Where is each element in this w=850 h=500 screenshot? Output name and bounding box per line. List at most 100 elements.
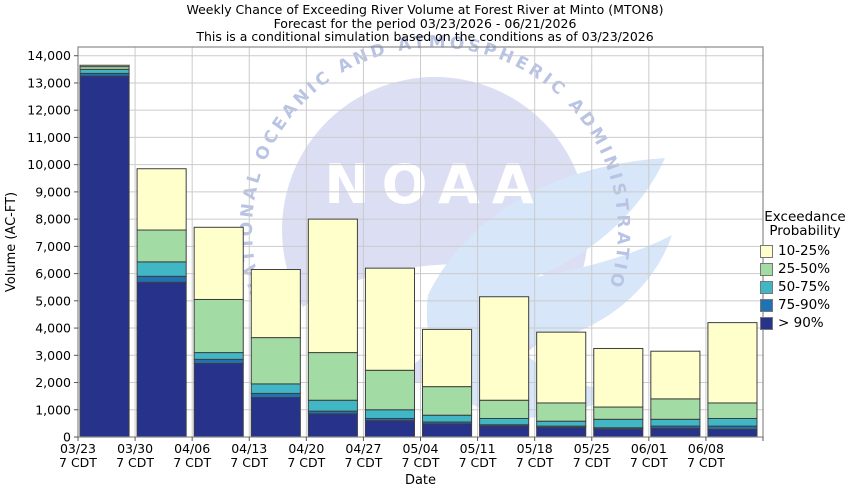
bar-05/11 (479, 296, 530, 438)
y-tick-label: 14,000 (27, 48, 71, 63)
x-tick-label-time: 7 CDT (516, 455, 554, 470)
y-tick-label: 8,000 (35, 212, 71, 227)
x-tick-label-time: 7 CDT (573, 455, 611, 470)
legend-item: 10-25% (760, 242, 850, 260)
bar-segment (707, 322, 758, 404)
bar-segment (193, 298, 244, 354)
bar-segment (250, 337, 301, 385)
legend-swatch (760, 280, 773, 294)
bar-04/06 (193, 226, 244, 438)
legend-item: > 90% (760, 314, 850, 332)
chart-titles: Weekly Chance of Exceeding River Volume … (0, 3, 850, 44)
bar-05/18 (536, 331, 587, 438)
bar-segment (79, 64, 130, 68)
bar-segment (364, 267, 415, 371)
y-tick-label: 4,000 (35, 321, 71, 336)
bar-06/01 (650, 350, 701, 438)
y-tick-label: 2,000 (35, 375, 71, 390)
legend-label: 75-90% (778, 297, 831, 313)
bar-segment (707, 428, 758, 438)
bar-segment (250, 392, 301, 399)
legend-swatch (760, 262, 773, 276)
bar-segment (250, 269, 301, 339)
bar-segment (422, 423, 473, 438)
bar-segment (650, 418, 701, 427)
x-tick-label-date: 03/30 (117, 441, 153, 456)
x-tick-label-date: 04/20 (288, 441, 324, 456)
bar-04/20 (307, 218, 358, 438)
bar-segment (650, 350, 701, 400)
bar-segment (479, 425, 530, 438)
legend: Exceedance Probability 10-25% 25-50% 50-75… (760, 210, 850, 332)
x-tick-label-date: 05/25 (574, 441, 610, 456)
gridlines (78, 47, 763, 437)
y-tick-label: 12,000 (27, 103, 71, 118)
bar-segment (479, 296, 530, 401)
x-tick-label-date: 04/13 (231, 441, 267, 456)
chart-note: This is a conditional simulation based o… (196, 29, 654, 44)
axes: 0 1,000 2,000 3,000 4,000 5,000 6,000 7,000 8,00… (27, 48, 764, 470)
noaa-logo-text: NOAA (324, 153, 545, 216)
x-tick-label-date: 03/23 (60, 441, 96, 456)
chart-subtitle: Forecast for the period 03/23/2026 - 06/… (273, 15, 577, 31)
bar-04/13 (250, 269, 301, 438)
y-tick-label: 5,000 (35, 293, 71, 308)
bar-segment (707, 417, 758, 427)
legend-label: 10-25% (778, 243, 831, 259)
bar-segment (136, 261, 187, 277)
y-tick-label: 10,000 (27, 157, 71, 172)
x-tick-label-time: 7 CDT (687, 455, 725, 470)
x-axis-title: Date (405, 473, 436, 488)
bar-segment (307, 352, 358, 401)
bar-segment (593, 418, 644, 429)
bar-05/04 (422, 328, 473, 438)
x-tick-label-date: 05/11 (460, 441, 496, 456)
bar-segment (136, 229, 187, 263)
legend-swatch (760, 316, 773, 330)
x-tick-label-time: 7 CDT (402, 455, 440, 470)
bar-segment (593, 406, 644, 420)
bar-segment (422, 386, 473, 416)
x-tick-label-date: 04/06 (174, 441, 210, 456)
x-tick-label-time: 7 CDT (173, 455, 211, 470)
bar-06/08 (707, 322, 758, 438)
bar-segment (250, 383, 301, 394)
legend-item: 75-90% (760, 296, 850, 314)
bar-05/25 (593, 347, 644, 438)
bar-segment (593, 347, 644, 408)
bar-segment (136, 281, 187, 438)
legend-title-line2: Probability (769, 223, 841, 239)
bar-segment (79, 68, 130, 74)
legend-item: 25-50% (760, 260, 850, 278)
x-tick-label-time: 7 CDT (116, 455, 154, 470)
y-tick-label: 13,000 (27, 75, 71, 90)
bar-segment (536, 420, 587, 427)
bar-segment (307, 218, 358, 354)
x-tick-label-time: 7 CDT (230, 455, 268, 470)
bar-segment (536, 402, 587, 422)
y-tick-label: 9,000 (35, 184, 71, 199)
bar-segment (193, 362, 244, 438)
x-tick-label-time: 7 CDT (630, 455, 668, 470)
bar-segment (422, 414, 473, 423)
bar-segment (193, 352, 244, 360)
bar-segment (479, 399, 530, 419)
bar-04/27 (364, 267, 415, 438)
legend-label: 25-50% (778, 261, 831, 277)
legend-label: > 90% (778, 315, 824, 331)
legend-title-line1: Exceedance (764, 209, 846, 225)
y-tick-label: 3,000 (35, 348, 71, 363)
bar-segment (364, 409, 415, 419)
legend-swatch (760, 298, 773, 312)
bar-segment (364, 420, 415, 438)
x-tick-label-date: 06/08 (688, 441, 724, 456)
bar-segment (422, 328, 473, 388)
bar-segment (307, 399, 358, 412)
bar-segment (479, 417, 530, 426)
y-tick-label: 11,000 (27, 130, 71, 145)
bar-segment (707, 402, 758, 419)
y-axis-title: Volume (AC-FT) (4, 192, 19, 292)
chart-title: Weekly Chance of Exceeding River Volume … (186, 2, 664, 17)
x-tick-label-time: 7 CDT (287, 455, 325, 470)
